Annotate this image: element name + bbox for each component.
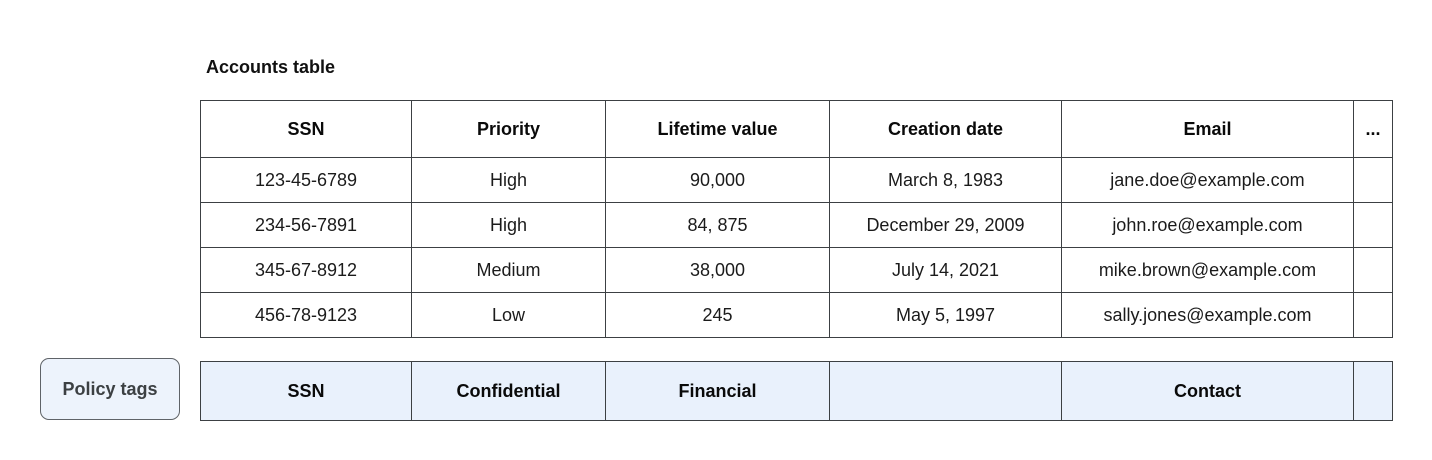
cell-email: jane.doe@example.com xyxy=(1061,157,1354,203)
cell-creation-date: July 14, 2021 xyxy=(829,247,1062,293)
cell-ssn: 123-45-6789 xyxy=(200,157,412,203)
accounts-table: SSN Priority Lifetime value Creation dat… xyxy=(200,100,1393,338)
cell-ssn: 456-78-9123 xyxy=(200,292,412,338)
policy-tags-row: SSN Confidential Financial Contact xyxy=(200,361,1393,421)
policy-tag-empty xyxy=(829,361,1062,421)
cell-creation-date: December 29, 2009 xyxy=(829,202,1062,248)
column-header-lifetime-value: Lifetime value xyxy=(605,100,830,158)
policy-tag-cells: SSN Confidential Financial Contact xyxy=(200,361,1393,421)
cell-creation-date: May 5, 1997 xyxy=(829,292,1062,338)
cell-email: john.roe@example.com xyxy=(1061,202,1354,248)
policy-tag-ssn: SSN xyxy=(200,361,412,421)
policy-tag-financial: Financial xyxy=(605,361,830,421)
cell-ssn: 234-56-7891 xyxy=(200,202,412,248)
table-title: Accounts table xyxy=(206,57,336,77)
column-header-priority: Priority xyxy=(411,100,606,158)
cell-creation-date: March 8, 1983 xyxy=(829,157,1062,203)
policy-tag-more-empty xyxy=(1353,361,1393,421)
column-header-more: ... xyxy=(1353,100,1393,158)
column-header-ssn: SSN xyxy=(200,100,412,158)
column-header-email: Email xyxy=(1061,100,1354,158)
cell-priority: High xyxy=(411,202,606,248)
cell-lifetime-value: 38,000 xyxy=(605,247,830,293)
column-header-creation-date: Creation date xyxy=(829,100,1062,158)
cell-more xyxy=(1353,247,1393,293)
cell-lifetime-value: 90,000 xyxy=(605,157,830,203)
policy-tag-confidential: Confidential xyxy=(411,361,606,421)
header-row: SSN Priority Lifetime value Creation dat… xyxy=(200,100,1393,158)
cell-email: sally.jones@example.com xyxy=(1061,292,1354,338)
cell-ssn: 345-67-8912 xyxy=(200,247,412,293)
cell-lifetime-value: 84, 875 xyxy=(605,202,830,248)
cell-lifetime-value: 245 xyxy=(605,292,830,338)
cell-priority: Low xyxy=(411,292,606,338)
table-row: 123-45-6789 High 90,000 March 8, 1983 ja… xyxy=(200,157,1393,203)
table-row: 345-67-8912 Medium 38,000 July 14, 2021 … xyxy=(200,247,1393,293)
table-row: 234-56-7891 High 84, 875 December 29, 20… xyxy=(200,202,1393,248)
cell-more xyxy=(1353,202,1393,248)
cell-more xyxy=(1353,157,1393,203)
table-row: 456-78-9123 Low 245 May 5, 1997 sally.jo… xyxy=(200,292,1393,338)
cell-priority: Medium xyxy=(411,247,606,293)
cell-email: mike.brown@example.com xyxy=(1061,247,1354,293)
cell-priority: High xyxy=(411,157,606,203)
cell-more xyxy=(1353,292,1393,338)
policy-tags-button[interactable]: Policy tags xyxy=(40,358,180,420)
policy-tag-contact: Contact xyxy=(1061,361,1354,421)
